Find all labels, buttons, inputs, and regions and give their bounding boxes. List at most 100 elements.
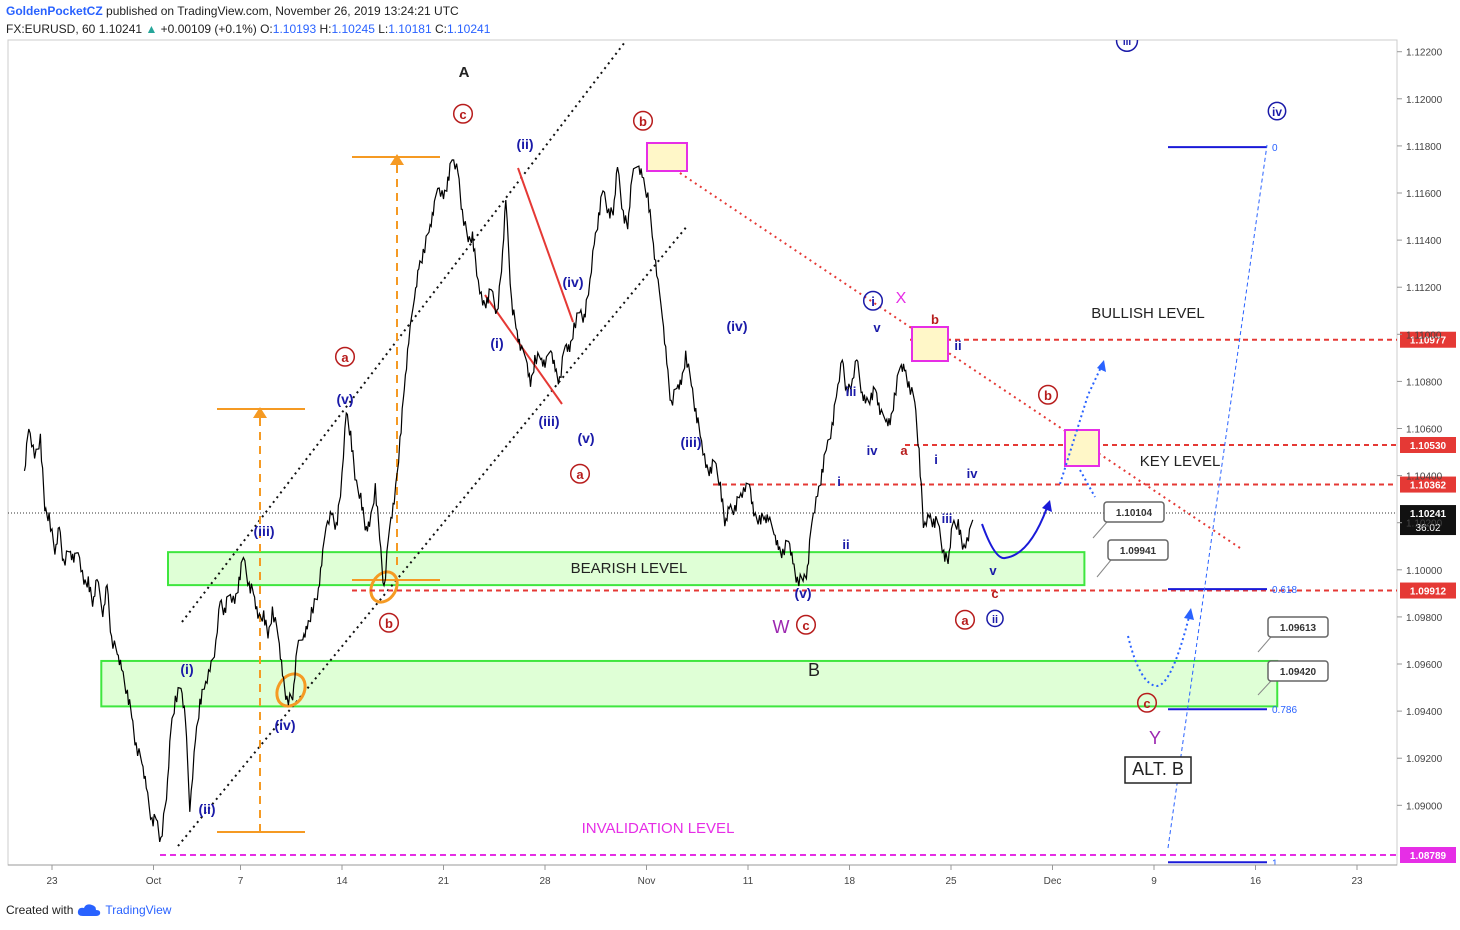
wedge-upper-line [517,167,574,323]
price-tag-box [1400,582,1456,599]
callout-box [1267,660,1329,682]
wave-label: b [1044,388,1052,403]
wave-label: (iv) [563,274,584,290]
last-price: 1.10241 [98,22,143,36]
wave-label: a [341,350,349,365]
current-price-tag [1400,505,1456,536]
wave-label-circle [1136,692,1158,713]
wave-labels: Ac a b (v) (iii) (i) (ii) (iv) b (ii) (iv) (i) (iii)… [180,37,1287,817]
target-box [646,142,688,172]
y-tick-label: 1.11200 [1406,283,1442,294]
projection-arrow-icon [1097,360,1106,372]
target-box [911,326,949,362]
close-value: 1.10241 [446,22,491,36]
zone-label: BEARISH LEVEL [571,560,688,577]
callout-label: 1.09613 [1280,623,1317,634]
projection-dotted-path [1059,364,1103,485]
wave-label: iii [846,384,857,399]
y-tick-label: 1.11000 [1406,330,1442,341]
plot-content: BEARISH LEVEL B BULLISH LEVEL KEY LEVEL INVA… [8,37,1397,869]
wave-label: a [576,467,584,482]
x-tick-label: Oct [146,876,162,887]
wave-label: (i) [180,661,193,677]
wave-label-circle [862,290,884,311]
wave-label: b [639,114,647,129]
alt-label-box [1124,756,1192,784]
x-tick-label: Nov [638,876,656,887]
x-tick-label: 23 [46,876,58,887]
symbol-ohlc: FX:EURUSD, 60 1.10241 ▲ +0.00109 (+0.1%)… [6,22,490,36]
projection-arrow-icon [1042,500,1052,512]
wave-label: ii [992,614,998,626]
wave-label: iv [967,466,979,481]
wave-label: v [989,563,997,578]
y-tick-label: 1.11800 [1406,142,1442,153]
fib-level-label: 1 [1272,858,1278,869]
x-tick-label: 9 [1151,876,1157,887]
wave-label: iv [867,443,879,458]
wave-label: v [873,320,881,335]
y-tick-label: 1.10000 [1406,566,1443,577]
y-tick-label: 1.11600 [1406,189,1442,200]
y-tick-label: 1.09400 [1406,707,1443,718]
y-tick-label: 1.09200 [1406,754,1443,765]
tradingview-brand[interactable]: TradingView [105,903,172,917]
callout-label: 1.09941 [1120,546,1157,557]
x-tick-label: 23 [1351,876,1363,887]
countdown-label: 36:02 [1415,523,1440,534]
y-tick-label: 1.10400 [1406,472,1443,483]
price-tag-box [1400,476,1456,493]
price-tag-box [1400,331,1456,348]
chart-layer: BEARISH LEVEL B BULLISH LEVEL KEY LEVEL INVA… [8,37,1456,887]
wave-label: (v) [577,430,594,446]
callout-label: 1.10104 [1116,508,1153,519]
wave-label-circle [632,110,654,131]
y-tick-label: 1.09600 [1406,660,1443,671]
y-tick-label: 1.10800 [1406,377,1443,388]
price-tag-box [1400,436,1456,453]
publish-info: GoldenPocketCZ published on TradingView.… [6,4,459,18]
wave-label: A [459,64,470,81]
price-tag-box [1400,847,1456,864]
callout-box [1267,616,1329,638]
y-tick-label: 1.09000 [1406,801,1443,812]
wave-label: W [773,617,790,637]
measure2-arrow-icon [253,407,267,418]
price-tag-label: 1.10530 [1410,441,1447,452]
wave-label: b [931,312,939,327]
callout-label: 1.09420 [1280,667,1317,678]
price-tag-label: 1.08789 [1410,851,1447,862]
y-tick-label: 1.12200 [1406,48,1443,59]
level-label: KEY LEVEL [1140,453,1221,470]
fib-diagonal-line [1167,144,1268,849]
projection-path [981,504,1049,560]
wave-label: (iii) [254,523,275,539]
wave-label: c [802,618,809,633]
wave-label: iii [1123,37,1132,48]
wave-label: ii [954,338,961,353]
author-name[interactable]: GoldenPocketCZ [6,4,103,18]
wave-label: (i) [490,335,503,351]
wave-label: X [896,290,907,307]
x-tick-label: 28 [539,876,551,887]
wave-label: (v) [336,391,353,407]
wave-label-circle [378,612,400,633]
wave-label: Y [1149,728,1161,748]
wave-label: a [961,613,969,628]
wave-label-circle [569,463,591,484]
wave-label: iii [942,511,953,526]
open-value: 1.10193 [272,22,317,36]
wave-label-circle [795,614,817,635]
x-tick-label: 21 [438,876,450,887]
target-box [1064,429,1100,467]
symbol: FX:EURUSD, 60 [6,22,96,36]
current-price-label: 1.10241 [1410,509,1447,520]
zone-label: B [808,660,820,680]
x-axis: 23 Oct 7 14 21 28 Nov 11 18 25 Dec 9 16 23 [8,864,1397,887]
wave-label: iv [1272,105,1282,119]
level-label: BULLISH LEVEL [1091,305,1204,322]
projection-arrow-icon [1184,608,1194,620]
wave-label: c [1143,696,1150,711]
callout-pointer [1257,636,1272,653]
